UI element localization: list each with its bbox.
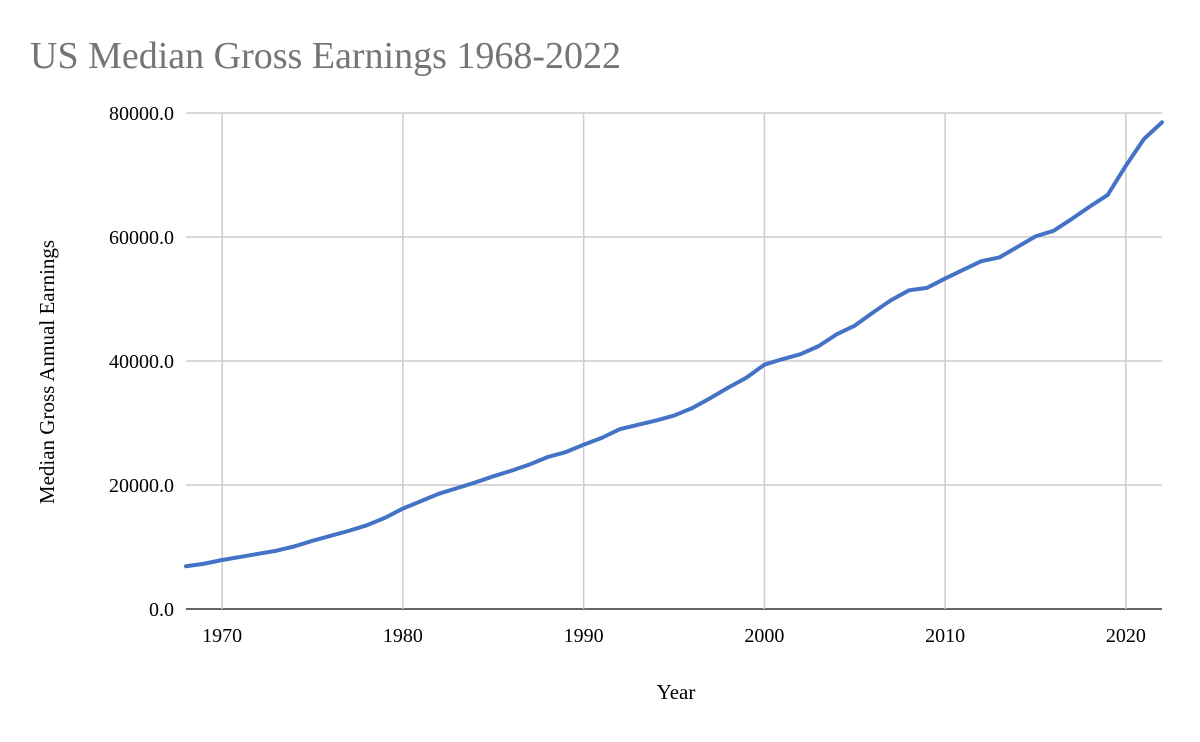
x-tick-label: 2010 — [925, 625, 965, 647]
y-tick-label: 40000.0 — [109, 351, 174, 373]
x-tick-label: 1980 — [383, 625, 423, 647]
x-axis-title: Year — [657, 680, 696, 704]
y-tick-label: 0.0 — [149, 599, 174, 621]
gridlines — [186, 112, 1162, 610]
chart-title: US Median Gross Earnings 1968-2022 — [30, 35, 621, 77]
x-tick-label: 2000 — [744, 625, 784, 647]
y-axis-title: Median Gross Annual Earnings — [35, 240, 59, 504]
tick-labels: 0.0 20000.0 40000.0 60000.0 80000.0 1970 1980 1… — [109, 103, 1146, 647]
y-tick-label: 80000.0 — [109, 103, 174, 125]
y-tick-label: 20000.0 — [109, 475, 174, 497]
x-tick-label: 1990 — [564, 625, 604, 647]
x-tick-label: 1970 — [202, 625, 242, 647]
series-line-median-earnings — [184, 120, 1164, 569]
y-tick-label: 60000.0 — [109, 227, 174, 249]
x-tick-label: 2020 — [1106, 625, 1146, 647]
